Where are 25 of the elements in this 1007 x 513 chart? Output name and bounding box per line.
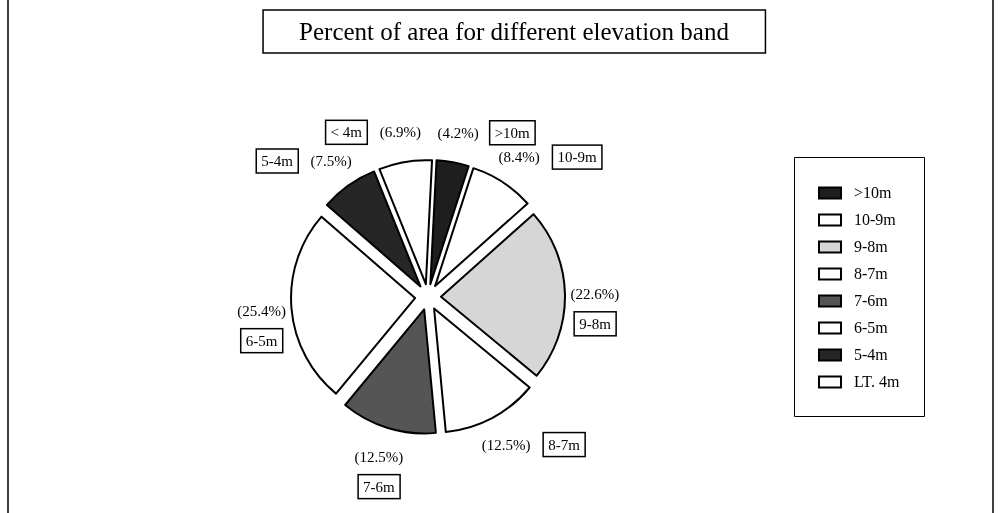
data-label: (12.5%) xyxy=(354,448,404,466)
text: < 4m xyxy=(330,124,363,141)
data-label: (4.2%) xyxy=(437,124,479,142)
legend-label: 10-9m xyxy=(854,211,897,228)
legend-label: 8-7m xyxy=(854,265,889,282)
data-label: (6.9%) xyxy=(379,124,421,142)
data-label: (7.5%) xyxy=(310,153,352,170)
text: 6-5m xyxy=(245,332,278,349)
legend-label: LT. 4m xyxy=(854,373,900,390)
legend-label: 7-6m xyxy=(854,292,889,309)
legend-label: 5-4m xyxy=(854,346,889,363)
legend-label: 6-5m xyxy=(854,319,889,336)
data-label: (12.5%) xyxy=(481,436,531,454)
data-label: (22.6%) xyxy=(570,285,620,303)
data-label: (25.4%) xyxy=(237,302,286,320)
legend-label: 9-8m xyxy=(854,238,889,255)
text: >10m xyxy=(494,124,531,141)
data-label: (8.4%) xyxy=(498,149,540,167)
text: 10-9m xyxy=(557,149,597,166)
chart-title: Percent of area for different elevation band xyxy=(299,18,730,45)
text: 5-4m xyxy=(261,153,294,169)
text: 8-7m xyxy=(548,436,581,453)
text: 9-8m xyxy=(579,315,612,332)
legend-label: >10m xyxy=(854,184,893,201)
text: 7-6m xyxy=(363,478,396,495)
